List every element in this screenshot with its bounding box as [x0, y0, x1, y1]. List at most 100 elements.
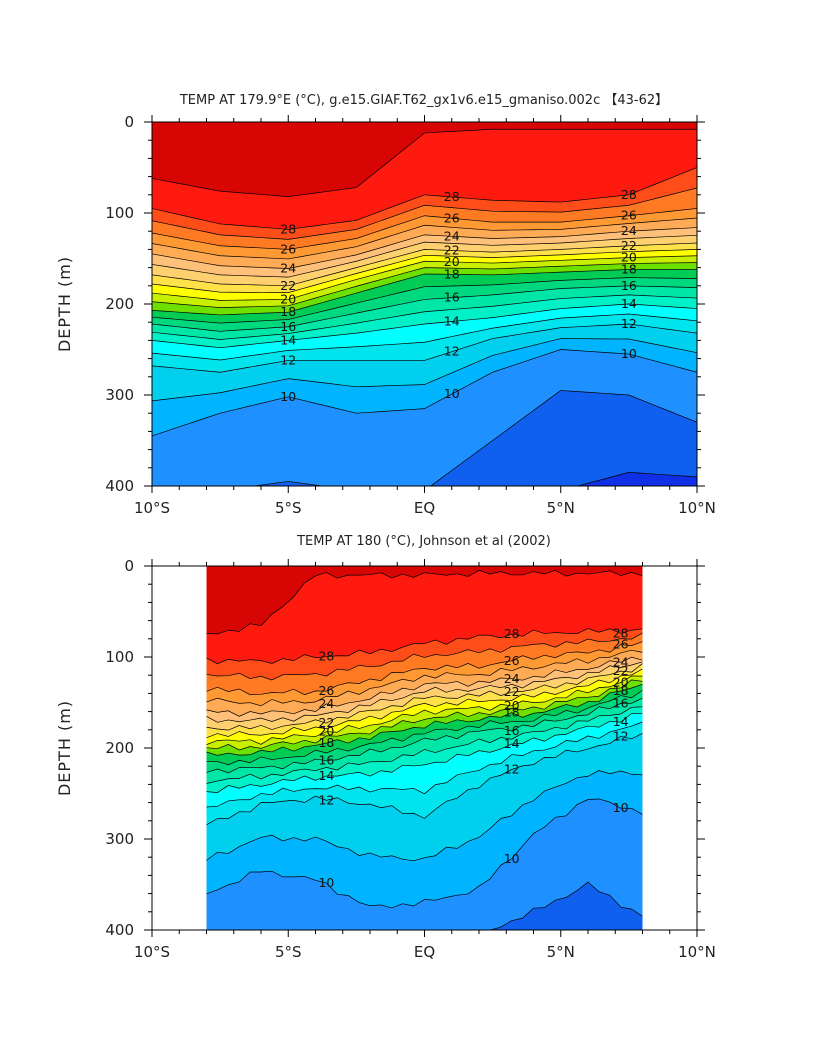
temperature-band-21-22	[206, 663, 643, 738]
contour-label-16: 16	[318, 753, 334, 768]
temperature-band-22-23	[152, 235, 697, 286]
isotherm-23	[206, 661, 643, 723]
temperature-band-15-16	[206, 698, 643, 784]
contour-label-12: 12	[613, 728, 629, 743]
isotherm-11	[152, 338, 697, 402]
top-contour-lines	[152, 128, 697, 486]
temperature-band-11-12	[206, 733, 643, 861]
x-tick-label: 10°N	[678, 943, 716, 961]
isotherm-24	[152, 227, 697, 269]
bottom-axes: 10°S 5°S EQ 5°N 10°N 0 100 200 300 400	[105, 557, 716, 961]
temperature-band-21-22	[152, 243, 697, 293]
temperature-band-15-16	[152, 285, 697, 340]
contour-label-10: 10	[444, 386, 460, 401]
contour-label-18: 18	[613, 683, 629, 698]
y-tick-label: 0	[124, 113, 134, 131]
contour-label-20: 20	[621, 250, 637, 265]
temperature-band-22-23	[206, 661, 643, 731]
top-axes: 10°S 5°S EQ 5°N 10°N 0 100 200 300 400	[105, 113, 716, 517]
temperature-band-27-28	[206, 628, 643, 680]
temperature-band-12-13	[206, 722, 643, 825]
contour-label-12: 12	[444, 344, 460, 359]
contour-label-14: 14	[504, 736, 520, 751]
x-tick-label: 5°N	[547, 499, 575, 517]
isotherm-17	[152, 277, 697, 324]
contour-label-20: 20	[318, 724, 334, 739]
contour-label-26: 26	[444, 210, 460, 225]
isotherm-19	[206, 679, 643, 751]
contour-label-20: 20	[504, 698, 520, 713]
isotherm-26	[152, 208, 697, 250]
contour-label-26: 26	[318, 683, 334, 698]
isotherm-28	[206, 628, 643, 665]
temperature-band-13-14	[206, 713, 643, 807]
y-tick-label: 300	[105, 830, 134, 848]
contour-label-10: 10	[318, 875, 334, 890]
isotherm-11	[206, 770, 643, 862]
isotherm-10	[206, 798, 643, 909]
isotherm-20	[206, 675, 643, 745]
y-tick-label: 400	[105, 921, 134, 939]
contour-label-28: 28	[280, 221, 296, 236]
isotherm-8	[576, 471, 697, 486]
contour-label-16: 16	[444, 290, 460, 305]
temperature-band-29-plus	[152, 122, 697, 197]
contour-label-24: 24	[444, 228, 460, 243]
isotherm-29	[206, 569, 643, 635]
temperature-band-17-18	[206, 684, 643, 765]
contour-label-14: 14	[444, 313, 460, 328]
isotherm-27	[206, 632, 643, 681]
x-tick-label: EQ	[414, 943, 435, 961]
y-tick-label: 400	[105, 477, 134, 495]
isotherm-20	[152, 255, 697, 301]
isotherm-23	[152, 234, 697, 278]
temperature-band-24-25	[206, 650, 643, 717]
x-tick-label: 10°S	[134, 499, 170, 517]
contour-label-18: 18	[444, 266, 460, 281]
temperature-band-20-21	[152, 249, 697, 301]
contour-label-26: 26	[621, 208, 637, 223]
bottom-contour-lines	[206, 569, 643, 930]
isotherm-27	[152, 187, 697, 240]
x-tick-label: 10°S	[134, 943, 170, 961]
contour-label-10: 10	[504, 851, 520, 866]
contour-label-22: 22	[621, 238, 637, 253]
isotherm-12	[206, 732, 643, 826]
isotherm-16	[206, 697, 643, 774]
contour-label-12: 12	[621, 316, 637, 331]
contour-label-28: 28	[318, 649, 334, 664]
bottom-panel-title: TEMP AT 180 (°C), Johnson et al (2002)	[296, 534, 551, 549]
contour-label-22: 22	[280, 278, 296, 293]
contour-label-22: 22	[504, 684, 520, 699]
temperature-band-28-29	[206, 570, 643, 664]
temperature-band-25-26	[206, 641, 643, 706]
contour-label-12: 12	[504, 762, 520, 777]
x-tick-label: 5°N	[547, 943, 575, 961]
temperature-band-23-24	[206, 657, 643, 723]
contour-label-26: 26	[280, 241, 296, 256]
isotherm-14	[152, 303, 697, 349]
contour-label-20: 20	[280, 291, 296, 306]
temperature-band-9-10	[206, 798, 643, 930]
temperature-band-26-27	[206, 632, 643, 695]
contour-label-20: 20	[444, 254, 460, 269]
contour-label-16: 16	[621, 278, 637, 293]
contour-label-18: 18	[318, 735, 334, 750]
temperature-band-18-19	[152, 262, 697, 315]
temperature-band-11-12	[152, 324, 697, 401]
contour-label-18: 18	[280, 304, 296, 319]
contour-label-18: 18	[621, 261, 637, 276]
top-panel: TEMP AT 179.9°E (°C), g.e15.GIAF.T62_gx1…	[55, 93, 716, 517]
isotherm-22	[206, 663, 643, 731]
contour-label-16: 16	[280, 319, 296, 334]
contour-label-12: 12	[318, 792, 334, 807]
isotherm-13	[206, 721, 643, 808]
top-panel-title: TEMP AT 179.9°E (°C), g.e15.GIAF.T62_gx1…	[179, 93, 668, 108]
isotherm-26	[206, 641, 643, 696]
temperature-band-8-9	[490, 882, 643, 930]
isotherm-22	[152, 242, 697, 287]
contour-label-22: 22	[613, 663, 629, 678]
contour-label-26: 26	[504, 653, 520, 668]
temperature-band-7-8	[577, 472, 697, 486]
isotherm-16	[152, 285, 697, 332]
